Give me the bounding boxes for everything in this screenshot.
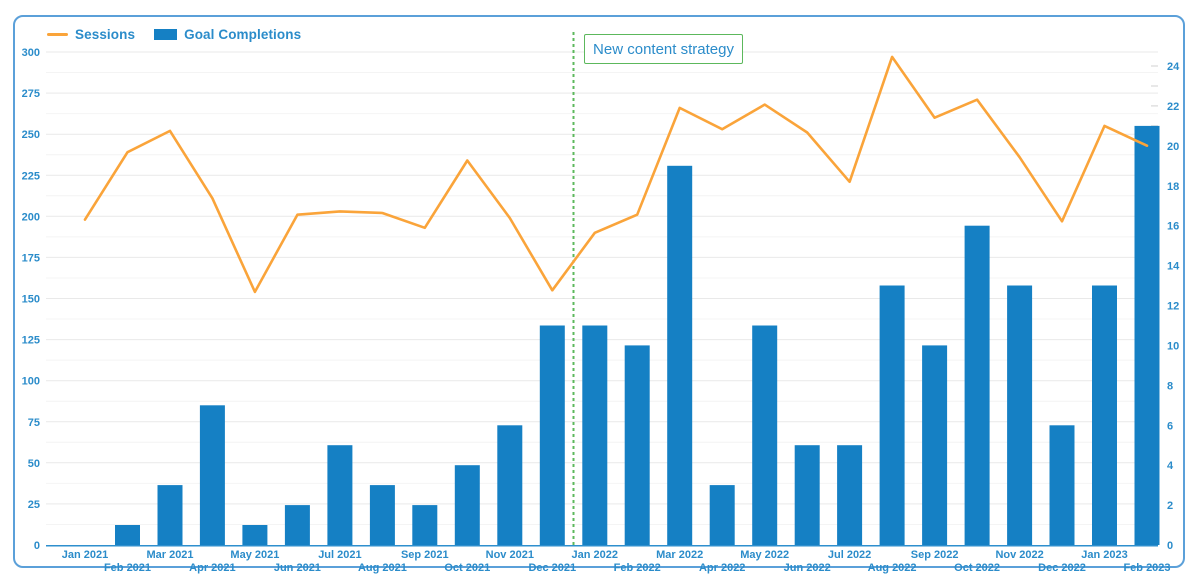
x-axis-label: Nov 2021 bbox=[486, 549, 534, 561]
x-axis-label: Dec 2021 bbox=[528, 562, 576, 574]
right-axis-label: 8 bbox=[1167, 380, 1173, 392]
goal-completions-bar bbox=[1007, 285, 1033, 545]
goal-completions-bar bbox=[837, 445, 863, 545]
goal-completions-bar bbox=[115, 525, 140, 545]
goal-completions-bar bbox=[242, 525, 268, 545]
goal-completions-bar bbox=[752, 325, 778, 545]
right-axis-label: 18 bbox=[1167, 181, 1179, 193]
goal-completions-bar bbox=[454, 465, 480, 545]
left-axis-label: 0 bbox=[34, 540, 40, 552]
x-axis-label: Jan 2022 bbox=[572, 549, 618, 561]
right-axis-label: 2 bbox=[1167, 500, 1173, 512]
goal-completions-bar bbox=[284, 505, 310, 545]
left-axis-label: 25 bbox=[28, 499, 40, 511]
left-axis-label: 250 bbox=[22, 129, 40, 141]
x-axis-label: Feb 2021 bbox=[104, 562, 151, 574]
left-axis-label: 175 bbox=[22, 252, 40, 264]
legend-item-goal-completions: Goal Completions bbox=[154, 27, 301, 42]
right-axis-label: 16 bbox=[1167, 221, 1179, 233]
x-axis-label: Mar 2021 bbox=[146, 549, 193, 561]
x-axis-label: Apr 2022 bbox=[699, 562, 745, 574]
goal-completions-bar bbox=[1092, 285, 1117, 545]
sessions-line-swatch-icon bbox=[47, 33, 68, 36]
goal-completions-bar bbox=[327, 445, 353, 545]
goal-completions-bar bbox=[667, 165, 693, 546]
x-axis-label: Nov 2022 bbox=[995, 549, 1043, 561]
legend-label-sessions: Sessions bbox=[75, 27, 136, 42]
goal-completions-bar bbox=[539, 325, 565, 545]
sessions-line bbox=[83, 55, 1149, 294]
x-axis-label: Jul 2022 bbox=[828, 549, 871, 561]
x-axis-label: Apr 2021 bbox=[189, 562, 235, 574]
right-axis-label: 4 bbox=[1167, 460, 1174, 472]
goal-completions-bar bbox=[1134, 125, 1160, 546]
goal-completions-bar bbox=[922, 345, 948, 545]
annotation-label: New content strategy bbox=[593, 40, 734, 58]
x-axis-label: Feb 2022 bbox=[614, 562, 661, 574]
right-axis-label: 6 bbox=[1167, 420, 1173, 432]
left-axis-label: 200 bbox=[22, 211, 40, 223]
x-axis-label: Feb 2023 bbox=[1123, 562, 1170, 574]
right-axis-label: 24 bbox=[1167, 61, 1180, 73]
goal-completions-bar bbox=[157, 485, 183, 545]
left-axis-label: 225 bbox=[22, 170, 40, 182]
goal-completions-bar bbox=[624, 345, 650, 545]
left-axis-label: 275 bbox=[22, 88, 40, 100]
x-axis-label: Sep 2022 bbox=[911, 549, 959, 561]
legend-item-sessions: Sessions bbox=[47, 27, 135, 42]
left-axis-label: 150 bbox=[22, 294, 40, 306]
x-axis-label: May 2022 bbox=[740, 549, 789, 561]
x-axis-label: Jul 2021 bbox=[318, 549, 361, 561]
right-axis-label: 20 bbox=[1167, 141, 1179, 153]
x-axis-label: Jun 2022 bbox=[784, 562, 831, 574]
legend-label-goal-completions: Goal Completions bbox=[184, 27, 302, 42]
x-axis-label: Jan 2023 bbox=[1081, 549, 1127, 561]
goal-completions-bar bbox=[964, 225, 990, 545]
x-axis-label: Oct 2022 bbox=[954, 562, 1000, 574]
x-axis-label: Sep 2021 bbox=[401, 549, 449, 561]
x-axis-label: Aug 2021 bbox=[358, 562, 407, 574]
goal-completions-bar bbox=[412, 505, 438, 545]
goal-completions-bar bbox=[497, 425, 523, 546]
left-axis-label: 50 bbox=[28, 458, 40, 470]
left-axis-label: 300 bbox=[22, 47, 40, 59]
x-axis-label: Dec 2022 bbox=[1038, 562, 1086, 574]
goal-completions-bar-swatch-icon bbox=[154, 29, 178, 40]
x-axis-label: Aug 2022 bbox=[868, 562, 917, 574]
right-axis-label: 22 bbox=[1167, 101, 1179, 113]
goal-completions-bar bbox=[369, 485, 395, 545]
goal-completions-bar bbox=[582, 325, 608, 545]
x-axis-label: Jun 2021 bbox=[274, 562, 321, 574]
goal-completions-bar bbox=[709, 485, 735, 545]
right-axis-label: 0 bbox=[1167, 540, 1173, 552]
goal-completions-bar bbox=[794, 445, 820, 545]
x-axis-label: Mar 2022 bbox=[656, 549, 703, 561]
left-axis-label: 125 bbox=[22, 335, 40, 347]
left-axis-label: 100 bbox=[22, 376, 40, 388]
annotation-box: New content strategy bbox=[584, 34, 743, 64]
right-axis-label: 12 bbox=[1167, 301, 1179, 313]
goal-completions-bar bbox=[879, 285, 905, 545]
x-axis-label: Jan 2021 bbox=[62, 549, 108, 561]
goal-completions-bar bbox=[1049, 425, 1075, 546]
left-axis-label: 75 bbox=[28, 417, 40, 429]
x-axis-label: May 2021 bbox=[230, 549, 279, 561]
goal-completions-bar bbox=[199, 405, 225, 545]
right-axis-label: 10 bbox=[1167, 340, 1179, 352]
right-axis-label: 14 bbox=[1167, 261, 1180, 273]
chart-legend: Sessions Goal Completions bbox=[47, 27, 301, 42]
x-axis-label: Oct 2021 bbox=[444, 562, 490, 574]
